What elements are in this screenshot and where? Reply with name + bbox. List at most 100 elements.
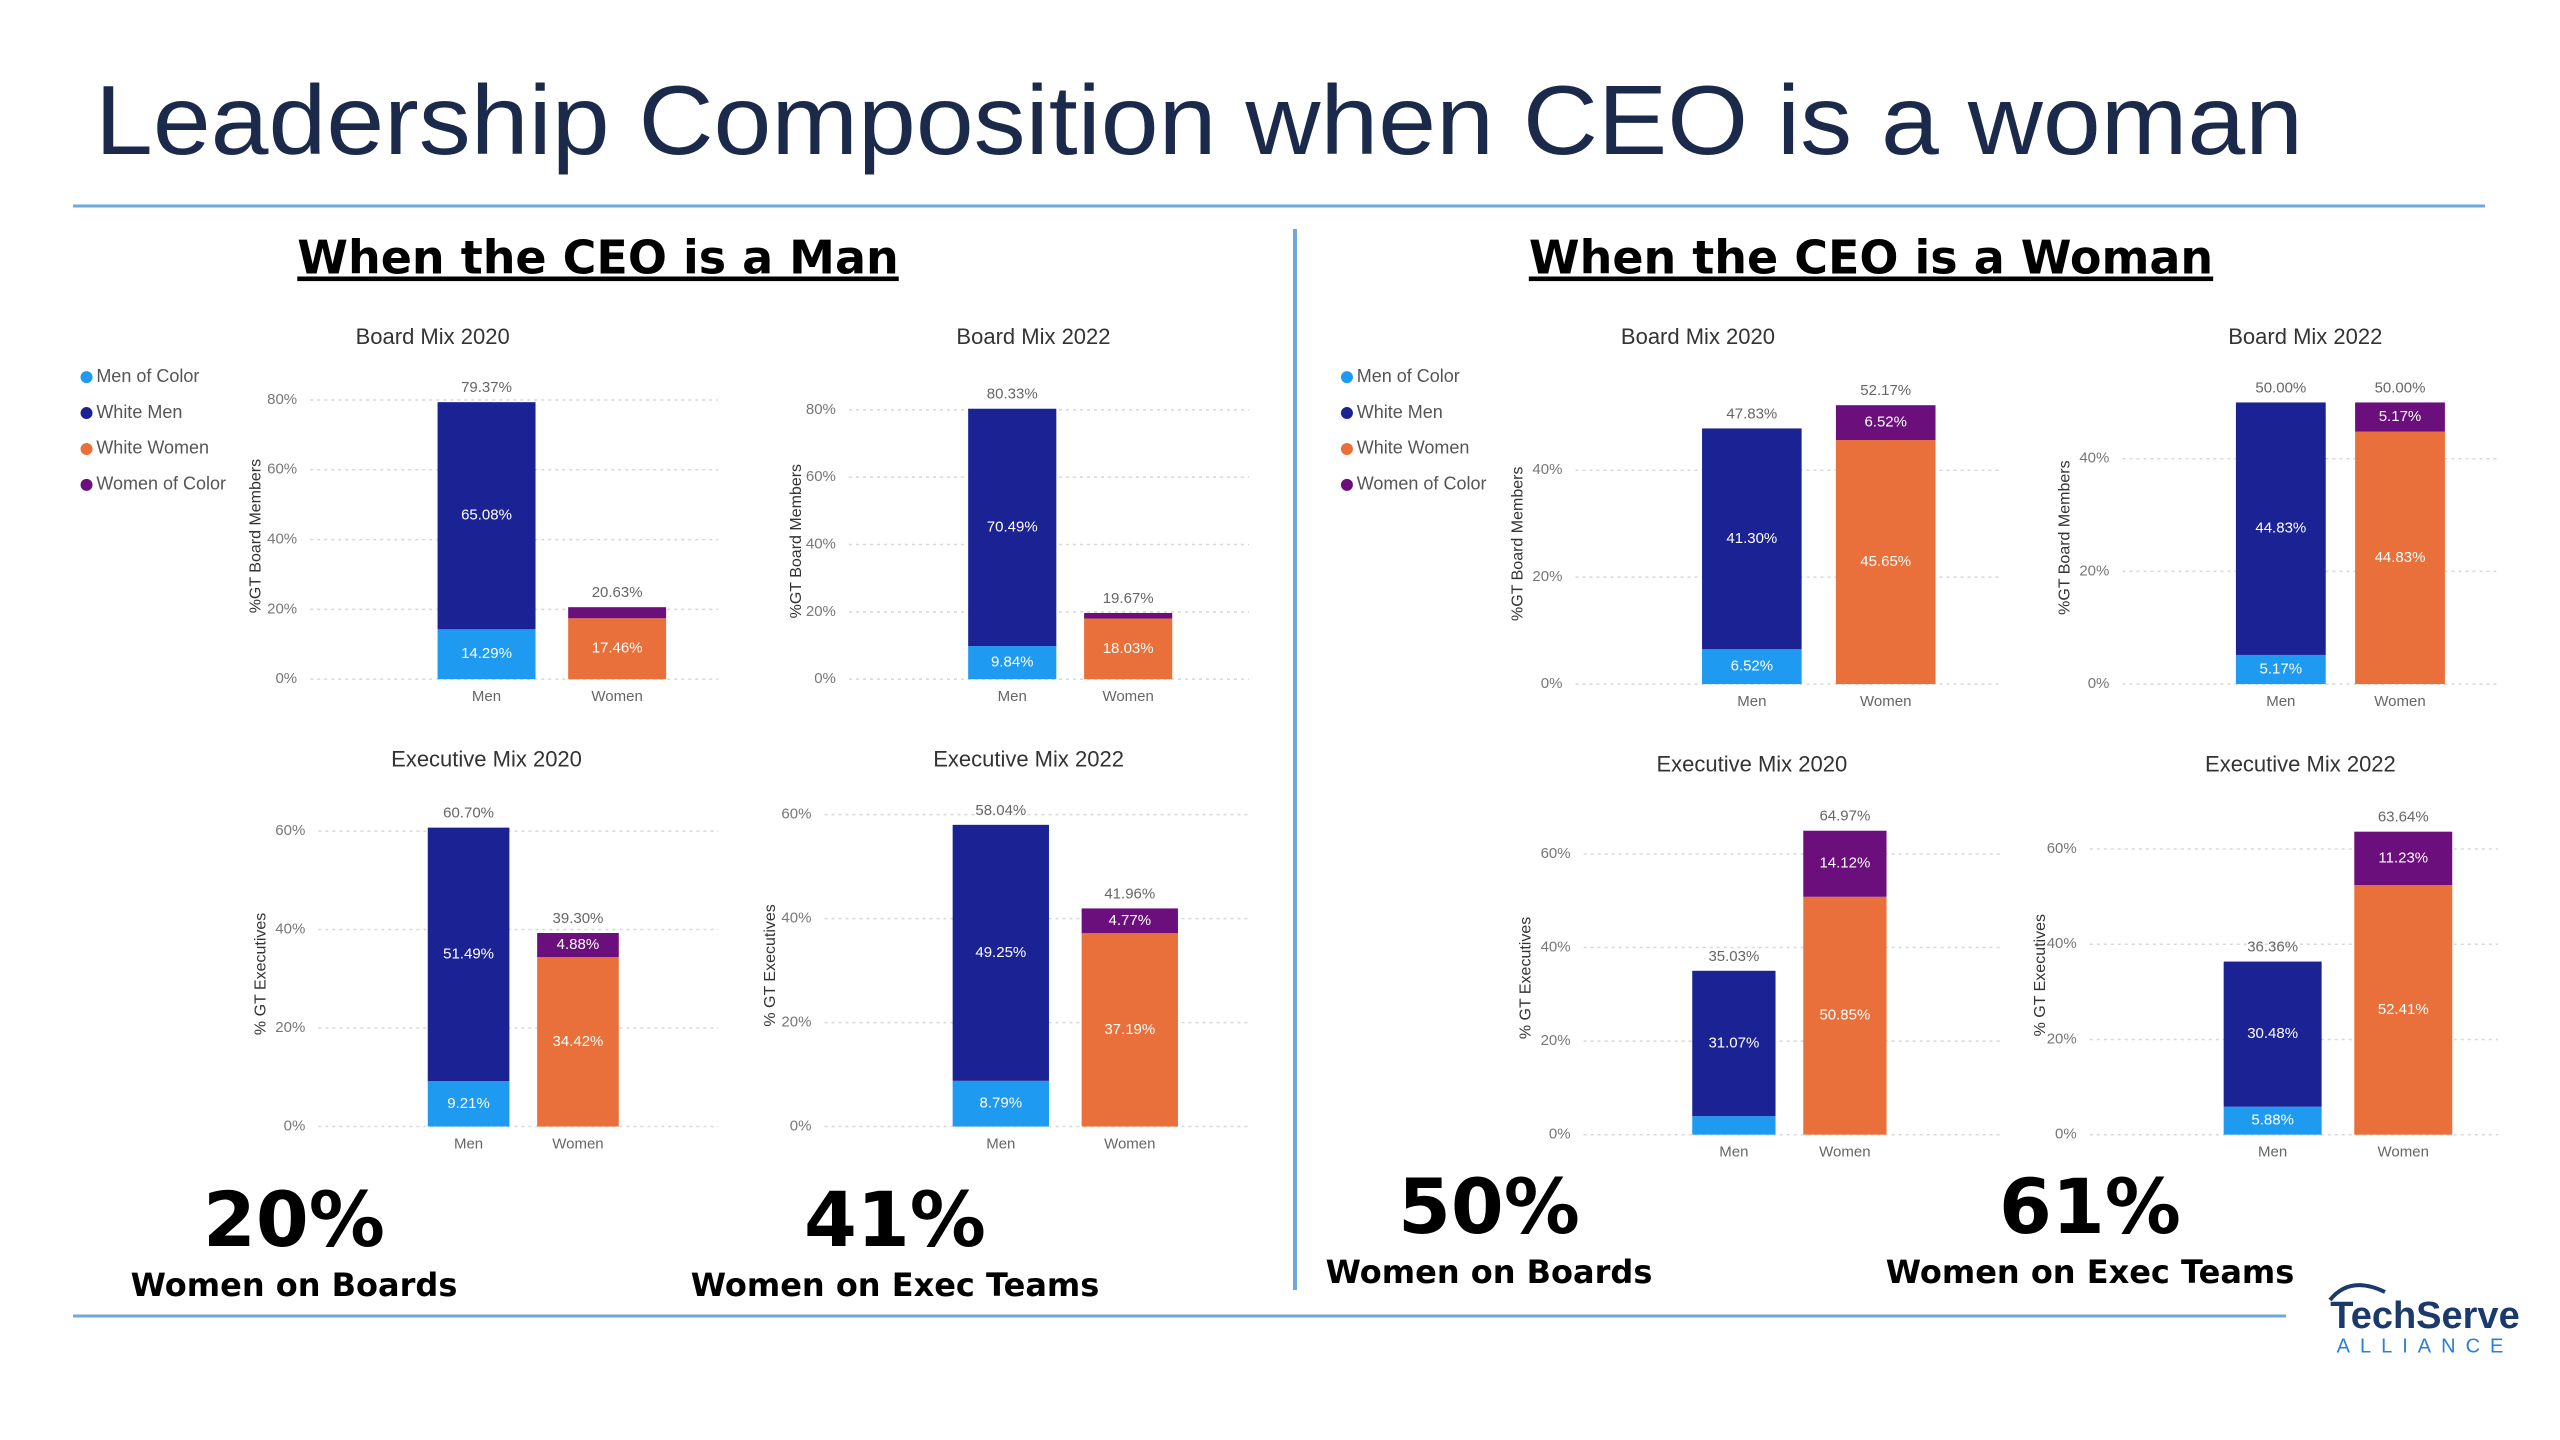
total-label: 36.36% [2247, 939, 2298, 956]
bar-segment [427, 1081, 510, 1127]
y-tick-label: 60% [781, 806, 811, 823]
bar-segment [968, 646, 1057, 680]
section-heading: When the CEO is a Woman [1529, 231, 2213, 285]
y-tick-label: 20% [1541, 1032, 1571, 1049]
chart-title: Executive Mix 2020 [391, 747, 582, 772]
y-tick-label: 0% [1541, 675, 1563, 692]
stat-label: Women on Exec Teams [1886, 1253, 2295, 1291]
bar-segment [1692, 1116, 1776, 1135]
y-tick-label: 40% [781, 910, 811, 927]
segment-label: 52.41% [2378, 1001, 2429, 1018]
bar-segment [537, 933, 619, 958]
total-label: 64.97% [1819, 808, 1870, 825]
stat-value: 61% [1999, 1162, 2181, 1251]
y-tick-label: 20% [1532, 568, 1562, 585]
legend-marker [1340, 478, 1353, 491]
bar-segment [952, 824, 1049, 1081]
segment-label: 9.84% [991, 654, 1034, 671]
y-tick-label: 40% [267, 531, 297, 548]
y-axis-label: %GT Board Members [1510, 467, 1527, 621]
chart-title: Executive Mix 2020 [1656, 752, 1847, 777]
total-label: 19.67% [1103, 590, 1154, 607]
y-tick-label: 80% [267, 391, 297, 408]
total-label: 50.00% [2255, 379, 2306, 396]
bar-segment [1835, 440, 1936, 685]
bar-segment [568, 607, 667, 619]
x-tick-label: Men [2266, 693, 2295, 710]
y-tick-label: 0% [284, 1117, 306, 1134]
chart-title: Executive Mix 2022 [933, 747, 1124, 772]
y-tick-label: 60% [2047, 840, 2077, 857]
y-tick-label: 60% [275, 822, 305, 839]
bar-segment [1702, 428, 1802, 650]
segment-label: 4.77% [1109, 912, 1152, 929]
y-tick-label: 20% [2079, 562, 2109, 579]
bar-segment [1081, 908, 1178, 934]
bar-segment [1692, 970, 1776, 1117]
chart-title: Board Mix 2022 [2228, 324, 2382, 349]
segment-label: 34.42% [553, 1033, 604, 1050]
total-label: 79.37% [461, 379, 512, 396]
segment-label: 6.52% [1731, 658, 1774, 675]
logo-name: TechServe [2330, 1295, 2519, 1337]
total-label: 58.04% [975, 802, 1026, 819]
segment-label: 14.12% [1819, 855, 1870, 872]
segment-label: 4.88% [557, 936, 600, 953]
legend-marker [80, 442, 93, 455]
y-tick-label: 40% [1541, 939, 1571, 956]
segment-label: 11.23% [2378, 849, 2428, 866]
y-tick-label: 40% [275, 921, 305, 938]
bar-segment [1835, 405, 1936, 441]
x-tick-label: Men [998, 688, 1027, 705]
x-tick-label: Men [454, 1135, 483, 1152]
chart-title: Board Mix 2020 [1621, 324, 1775, 349]
y-tick-label: 60% [806, 468, 836, 485]
bar-segment [2354, 831, 2453, 886]
total-label: 35.03% [1708, 948, 1759, 965]
x-tick-label: Women [1104, 1135, 1155, 1152]
x-tick-label: Men [986, 1135, 1015, 1152]
y-tick-label: 40% [806, 535, 836, 552]
x-tick-label: Men [2258, 1144, 2287, 1161]
segment-label: 44.83% [2375, 549, 2426, 566]
y-tick-label: 40% [2047, 935, 2077, 952]
segment-label: 49.25% [975, 944, 1026, 961]
y-tick-label: 20% [806, 603, 836, 620]
bar-segment [2355, 431, 2445, 685]
segment-label: 45.65% [1860, 553, 1911, 570]
stat-value: 50% [1398, 1162, 1580, 1251]
y-tick-label: 20% [267, 600, 297, 617]
total-label: 50.00% [2375, 379, 2426, 396]
bar-segment [1081, 933, 1178, 1127]
bar-segment [2223, 1106, 2322, 1135]
segment-label: 41.30% [1726, 530, 1777, 547]
y-tick-label: 0% [2055, 1126, 2077, 1143]
logo-tagline: ALLIANCE [2337, 1335, 2514, 1357]
y-tick-label: 20% [275, 1019, 305, 1036]
segment-label: 9.21% [447, 1095, 490, 1112]
segment-label: 37.19% [1104, 1021, 1155, 1038]
bar-segment [2354, 885, 2453, 1135]
y-tick-label: 20% [781, 1014, 811, 1031]
bar-segment [1084, 612, 1173, 619]
y-tick-label: 40% [1532, 461, 1562, 478]
bar-segment [968, 408, 1057, 647]
bar-segment [437, 402, 536, 630]
logo-swoosh [2328, 1283, 2386, 1302]
x-tick-label: Men [472, 688, 501, 705]
y-axis-label: % GT Executives [1518, 917, 1535, 1039]
segment-label: 5.17% [2379, 408, 2422, 425]
legend-marker [1340, 442, 1353, 455]
bar-segment [537, 957, 619, 1127]
legend-label: Women of Color [96, 474, 226, 494]
x-tick-label: Men [1719, 1144, 1748, 1161]
x-tick-label: Women [2378, 1144, 2429, 1161]
segment-label: 31.07% [1708, 1034, 1759, 1051]
stat-label: Women on Exec Teams [691, 1266, 1100, 1304]
segment-label: 50.85% [1819, 1007, 1870, 1024]
segment-label: 18.03% [1103, 640, 1154, 657]
legend-label: Men of Color [1357, 366, 1460, 386]
y-axis-label: % GT Executives [252, 913, 269, 1035]
y-tick-label: 20% [2047, 1030, 2077, 1047]
bar-segment [2223, 961, 2322, 1107]
